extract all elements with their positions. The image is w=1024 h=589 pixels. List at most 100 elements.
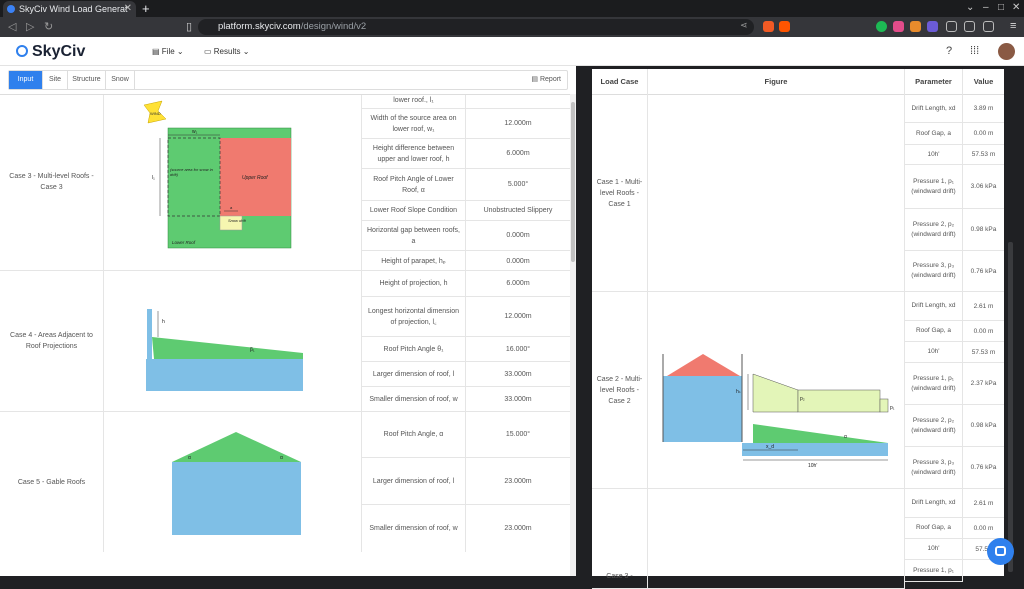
param-value[interactable]: 0.000m <box>506 257 530 265</box>
param-value[interactable]: 6.000m <box>466 139 570 169</box>
sidebar-icon[interactable] <box>964 21 975 32</box>
result-value: 0.00 m <box>963 321 1004 342</box>
param-value[interactable]: 15.000° <box>466 412 570 458</box>
chat-bubble-icon <box>995 546 1006 556</box>
param-value[interactable]: 12.000m <box>466 297 570 337</box>
param-value[interactable]: Unobstructed Slippery <box>466 201 570 221</box>
result-value: 0.76 kPa <box>963 251 1004 292</box>
load-case-figure <box>648 95 905 292</box>
param-value[interactable]: 5.000° <box>466 169 570 201</box>
scrollbar-thumb[interactable] <box>571 102 575 262</box>
tab-site[interactable]: Site <box>43 71 68 89</box>
projection-shape <box>147 309 152 359</box>
p2-label: p₂ <box>800 396 805 402</box>
chevron-down-icon[interactable]: ⌄ <box>966 2 975 13</box>
param-value[interactable]: 0.000m <box>466 221 570 251</box>
result-value: 3.89 m <box>963 95 1004 123</box>
extensions-icon[interactable] <box>946 21 957 32</box>
l1-label: l₁ <box>152 175 155 181</box>
col-load-case: Load Case <box>592 69 648 95</box>
building-shape <box>172 462 301 535</box>
snow-drift-shape <box>753 424 888 443</box>
pane-splitter[interactable] <box>576 66 592 576</box>
param-value[interactable]: 23.000m <box>466 458 570 505</box>
param-label: Larger dimension of roof, l <box>362 458 466 505</box>
extension-green-icon[interactable] <box>876 21 887 32</box>
close-window-icon[interactable]: ✕ <box>1012 2 1021 13</box>
tab-snow[interactable]: Snow <box>106 71 135 89</box>
apps-grid-icon[interactable]: ⁞⁞⁞ <box>970 45 980 57</box>
tab-input[interactable]: Input <box>9 71 43 89</box>
logo-mark-icon <box>16 45 28 57</box>
metamask-icon[interactable] <box>910 21 921 32</box>
wallet-icon[interactable] <box>983 21 994 32</box>
extension-a-icon[interactable] <box>927 21 938 32</box>
forward-icon[interactable]: ▷ <box>26 21 35 33</box>
param-label: Horizontal gap between roofs, a <box>362 221 466 251</box>
load-case-label: Case 1 - Multi-level Roofs - Case 1 <box>592 95 648 292</box>
minimize-icon[interactable]: – <box>983 2 989 13</box>
left-scrollbar[interactable] <box>570 94 576 576</box>
result-value: 0.00 m <box>963 518 1004 539</box>
upper-roof-shape <box>220 138 291 216</box>
param-value[interactable]: 33.000m <box>466 362 570 387</box>
result-param: Drift Length, xd <box>905 292 963 321</box>
param-value[interactable] <box>466 95 570 109</box>
file-menu-label: File <box>161 47 175 56</box>
table-row: Case 4 - Areas Adjacent to Roof Projecti… <box>0 271 570 412</box>
extension-color-icon[interactable] <box>893 21 904 32</box>
col-figure: Figure <box>648 69 905 95</box>
param-value[interactable]: 23.000m <box>504 525 532 532</box>
report-label: Report <box>539 76 561 83</box>
url-input[interactable]: platform.skyciv.com/design/wind/v2 <box>198 19 754 35</box>
param-value[interactable]: 12.000m <box>466 109 570 139</box>
share-icon[interactable]: ⋖ <box>740 20 748 30</box>
param-value[interactable]: 33.000m <box>504 396 532 403</box>
rewards-icon[interactable] <box>779 21 790 32</box>
bookmark-icon[interactable]: ▯ <box>186 21 193 33</box>
param-value[interactable]: 16.000° <box>466 337 570 362</box>
new-tab-icon[interactable]: + <box>142 1 150 16</box>
browser-menu-icon[interactable]: ≡ <box>1010 20 1017 32</box>
reload-icon[interactable]: ↻ <box>44 21 54 33</box>
avatar[interactable] <box>998 43 1015 60</box>
param-value[interactable]: 6.000m <box>466 271 570 297</box>
brave-shield-icon[interactable] <box>763 21 774 32</box>
help-icon[interactable]: ? <box>946 45 953 57</box>
snow-drift-label: Snow drift <box>228 218 247 223</box>
result-param: Pressure 3, p₃ (windward drift) <box>905 447 963 489</box>
maximize-icon[interactable]: □ <box>998 2 1005 13</box>
result-value: 57.53 <box>963 539 1004 560</box>
report-button[interactable]: ▤ Report <box>531 76 561 83</box>
snow-load-cases-table: Case 3 - Multi-level Roofs - Case 3 WIND… <box>0 94 570 578</box>
h-label: h <box>162 319 165 325</box>
load-case-label: Case 3 - <box>592 489 648 589</box>
wind-label: WIND <box>150 111 161 116</box>
browser-tab[interactable]: SkyCiv Wind Load Generat ✕ <box>3 1 136 17</box>
xd-label: x_d <box>766 444 774 450</box>
close-tab-icon[interactable]: ✕ <box>123 3 132 14</box>
results-menu[interactable]: ▭ Results ⌄ <box>204 47 250 56</box>
result-param: Pressure 3, p₃ (windward drift) <box>905 251 963 292</box>
input-pane: Input Site Structure Snow ▤ Report Case … <box>0 66 576 576</box>
snow-drift-shape <box>219 215 243 231</box>
table-row: Case 5 - Gable Roofs α α Roof Pitch Angl… <box>0 412 570 552</box>
logo-text: SkyCiv <box>32 43 86 60</box>
source-area-outline <box>167 137 221 217</box>
back-icon[interactable]: ◁ <box>8 21 17 33</box>
result-param: Pressure 1, p₁ <box>905 560 963 582</box>
w1-label: w₁ <box>192 129 198 135</box>
skyciv-favicon-icon <box>7 5 15 13</box>
param-label: Lower Roof Slope Condition <box>362 201 466 221</box>
file-menu[interactable]: ▤ File ⌄ <box>152 47 184 56</box>
result-param: 10h' <box>905 145 963 165</box>
result-param: Roof Gap, a <box>905 321 963 342</box>
right-scrollbar[interactable] <box>1008 242 1013 572</box>
wind-badge-icon <box>143 100 167 124</box>
tab-structure[interactable]: Structure <box>68 71 106 89</box>
param-label: Smaller dimension of roof, w <box>362 387 466 412</box>
chat-support-button[interactable] <box>987 538 1014 565</box>
case-label: Case 3 - Multi-level Roofs - Case 3 <box>0 95 104 270</box>
result-param: Pressure 2, p₂ (windward drift) <box>905 209 963 251</box>
skyciv-logo[interactable]: SkyCiv <box>16 43 85 61</box>
